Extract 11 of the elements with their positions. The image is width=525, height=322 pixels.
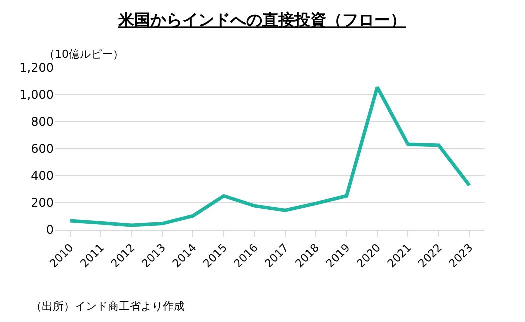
y-tick-label: 200 [31,196,54,210]
chart-title: 米国からインドへの直接投資（フロー） [118,10,406,30]
y-tick-label: 1,000 [20,88,54,102]
y-tick-label: 800 [31,115,54,130]
y-tick-label: 400 [31,169,54,184]
y-tick-label: 1,200 [20,61,54,76]
y-tick-label: 0 [46,223,54,238]
text: （出所）インド商工省より作成 [31,300,185,313]
y-tick-label: 600 [31,142,54,156]
y-axis-title: （10億ルピー） [44,48,124,61]
line-series [68,86,472,228]
